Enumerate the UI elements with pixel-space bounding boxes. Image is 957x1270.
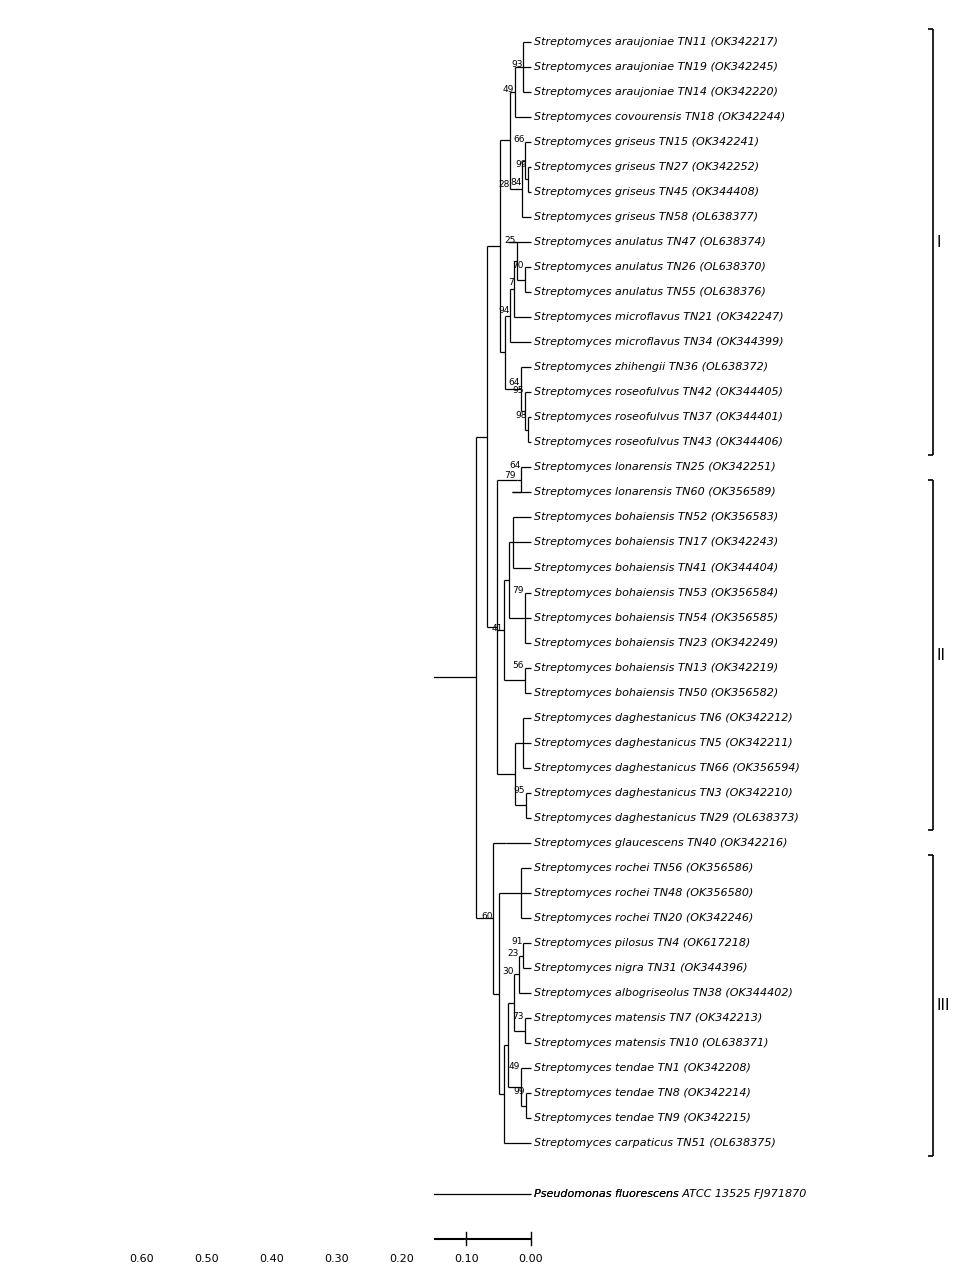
Text: Streptomyces roseofulvus TN42 (OK344405): Streptomyces roseofulvus TN42 (OK344405): [534, 387, 783, 398]
Text: Streptomyces carpaticus TN51 (OL638375): Streptomyces carpaticus TN51 (OL638375): [534, 1138, 776, 1148]
Text: Streptomyces glaucescens TN40 (OK342216): Streptomyces glaucescens TN40 (OK342216): [534, 838, 788, 848]
Text: Streptomyces araujoniae TN11 (OK342217): Streptomyces araujoniae TN11 (OK342217): [534, 37, 778, 47]
Text: 49: 49: [502, 85, 514, 94]
Text: 0.30: 0.30: [324, 1253, 348, 1264]
Text: 0.50: 0.50: [194, 1253, 219, 1264]
Text: 95: 95: [512, 386, 523, 395]
Text: 94: 94: [499, 306, 509, 315]
Text: Streptomyces araujoniae TN19 (OK342245): Streptomyces araujoniae TN19 (OK342245): [534, 62, 778, 72]
Text: 84: 84: [510, 178, 522, 187]
Text: 73: 73: [512, 1012, 523, 1021]
Text: 41: 41: [492, 624, 503, 632]
Text: 64: 64: [508, 378, 520, 387]
Text: Streptomyces griseus TN45 (OK344408): Streptomyces griseus TN45 (OK344408): [534, 187, 760, 197]
Text: Streptomyces daghestanicus TN3 (OK342210): Streptomyces daghestanicus TN3 (OK342210…: [534, 787, 793, 798]
Text: Streptomyces bohaiensis TN50 (OK356582): Streptomyces bohaiensis TN50 (OK356582): [534, 688, 778, 697]
Text: II: II: [937, 648, 946, 663]
Text: Streptomyces griseus TN58 (OL638377): Streptomyces griseus TN58 (OL638377): [534, 212, 758, 222]
Text: Streptomyces daghestanicus TN66 (OK356594): Streptomyces daghestanicus TN66 (OK35659…: [534, 763, 800, 773]
Text: III: III: [937, 998, 950, 1013]
Text: Streptomyces zhihengii TN36 (OL638372): Streptomyces zhihengii TN36 (OL638372): [534, 362, 768, 372]
Text: Streptomyces griseus TN27 (OK342252): Streptomyces griseus TN27 (OK342252): [534, 161, 760, 171]
Text: Streptomyces anulatus TN26 (OL638370): Streptomyces anulatus TN26 (OL638370): [534, 262, 767, 272]
Text: Streptomyces tendae TN8 (OK342214): Streptomyces tendae TN8 (OK342214): [534, 1088, 751, 1099]
Text: Streptomyces bohaiensis TN41 (OK344404): Streptomyces bohaiensis TN41 (OK344404): [534, 563, 778, 573]
Text: 79: 79: [512, 585, 523, 596]
Text: 28: 28: [499, 180, 509, 189]
Text: Streptomyces rochei TN56 (OK356586): Streptomyces rochei TN56 (OK356586): [534, 864, 753, 872]
Text: Streptomyces bohaiensis TN53 (OK356584): Streptomyces bohaiensis TN53 (OK356584): [534, 588, 778, 598]
Text: 91: 91: [511, 936, 523, 946]
Text: Streptomyces rochei TN48 (OK356580): Streptomyces rochei TN48 (OK356580): [534, 888, 753, 898]
Text: Streptomyces bohaiensis TN23 (OK342249): Streptomyces bohaiensis TN23 (OK342249): [534, 638, 778, 648]
Text: 99: 99: [514, 1087, 525, 1096]
Text: Pseudomonas fluorescens ATCC 13525 FJ971870: Pseudomonas fluorescens ATCC 13525 FJ971…: [534, 1189, 807, 1199]
Text: 66: 66: [513, 136, 524, 145]
Text: 25: 25: [504, 235, 516, 245]
Text: Streptomyces lonarensis TN60 (OK356589): Streptomyces lonarensis TN60 (OK356589): [534, 488, 776, 498]
Text: 56: 56: [512, 662, 523, 671]
Text: Streptomyces microflavus TN34 (OK344399): Streptomyces microflavus TN34 (OK344399): [534, 338, 784, 347]
Text: 70: 70: [512, 260, 523, 269]
Text: 30: 30: [502, 966, 514, 975]
Text: Streptomyces roseofulvus TN43 (OK344406): Streptomyces roseofulvus TN43 (OK344406): [534, 437, 783, 447]
Text: Streptomyces bohaiensis TN52 (OK356583): Streptomyces bohaiensis TN52 (OK356583): [534, 513, 778, 522]
Text: Streptomyces bohaiensis TN17 (OK342243): Streptomyces bohaiensis TN17 (OK342243): [534, 537, 778, 547]
Text: 7: 7: [508, 278, 514, 287]
Text: Streptomyces matensis TN7 (OK342213): Streptomyces matensis TN7 (OK342213): [534, 1013, 763, 1024]
Text: Streptomyces bohaiensis TN54 (OK356585): Streptomyces bohaiensis TN54 (OK356585): [534, 612, 778, 622]
Text: 0.20: 0.20: [389, 1253, 413, 1264]
Text: 23: 23: [507, 949, 519, 958]
Text: 49: 49: [508, 1062, 520, 1071]
Text: 93: 93: [511, 60, 523, 70]
Text: Streptomyces anulatus TN47 (OL638374): Streptomyces anulatus TN47 (OL638374): [534, 237, 767, 248]
Text: Streptomyces tendae TN1 (OK342208): Streptomyces tendae TN1 (OK342208): [534, 1063, 751, 1073]
Text: Streptomyces daghestanicus TN6 (OK342212): Streptomyces daghestanicus TN6 (OK342212…: [534, 712, 793, 723]
Text: 0.40: 0.40: [259, 1253, 284, 1264]
Text: Streptomyces rochei TN20 (OK342246): Streptomyces rochei TN20 (OK342246): [534, 913, 753, 923]
Text: Streptomyces daghestanicus TN29 (OL638373): Streptomyces daghestanicus TN29 (OL63837…: [534, 813, 799, 823]
Text: Streptomyces tendae TN9 (OK342215): Streptomyces tendae TN9 (OK342215): [534, 1114, 751, 1124]
Text: Streptomyces albogriseolus TN38 (OK344402): Streptomyces albogriseolus TN38 (OK34440…: [534, 988, 793, 998]
Text: 98: 98: [516, 410, 527, 420]
Text: Streptomyces pilosus TN4 (OK617218): Streptomyces pilosus TN4 (OK617218): [534, 939, 750, 949]
Text: Streptomyces daghestanicus TN5 (OK342211): Streptomyces daghestanicus TN5 (OK342211…: [534, 738, 793, 748]
Text: Streptomyces microflavus TN21 (OK342247): Streptomyces microflavus TN21 (OK342247): [534, 312, 784, 323]
Text: Streptomyces lonarensis TN25 (OK342251): Streptomyces lonarensis TN25 (OK342251): [534, 462, 776, 472]
Text: Pseudomonas fluorescens: Pseudomonas fluorescens: [534, 1189, 682, 1199]
Text: Streptomyces nigra TN31 (OK344396): Streptomyces nigra TN31 (OK344396): [534, 963, 747, 973]
Text: 95: 95: [514, 786, 525, 795]
Text: 0.60: 0.60: [129, 1253, 154, 1264]
Text: Streptomyces anulatus TN55 (OL638376): Streptomyces anulatus TN55 (OL638376): [534, 287, 767, 297]
Text: 64: 64: [509, 461, 521, 470]
Text: 0.10: 0.10: [454, 1253, 478, 1264]
Text: Streptomyces griseus TN15 (OK342241): Streptomyces griseus TN15 (OK342241): [534, 137, 760, 147]
Text: 60: 60: [481, 912, 493, 921]
Text: 0.00: 0.00: [519, 1253, 544, 1264]
Text: Streptomyces araujoniae TN14 (OK342220): Streptomyces araujoniae TN14 (OK342220): [534, 86, 778, 97]
Text: Streptomyces covourensis TN18 (OK342244): Streptomyces covourensis TN18 (OK342244): [534, 112, 786, 122]
Text: Streptomyces matensis TN10 (OL638371): Streptomyces matensis TN10 (OL638371): [534, 1039, 768, 1048]
Text: Streptomyces roseofulvus TN37 (OK344401): Streptomyces roseofulvus TN37 (OK344401): [534, 413, 783, 423]
Text: Streptomyces bohaiensis TN13 (OK342219): Streptomyces bohaiensis TN13 (OK342219): [534, 663, 778, 673]
Text: 79: 79: [504, 471, 516, 480]
Text: I: I: [937, 235, 941, 249]
Text: 99: 99: [516, 160, 527, 169]
